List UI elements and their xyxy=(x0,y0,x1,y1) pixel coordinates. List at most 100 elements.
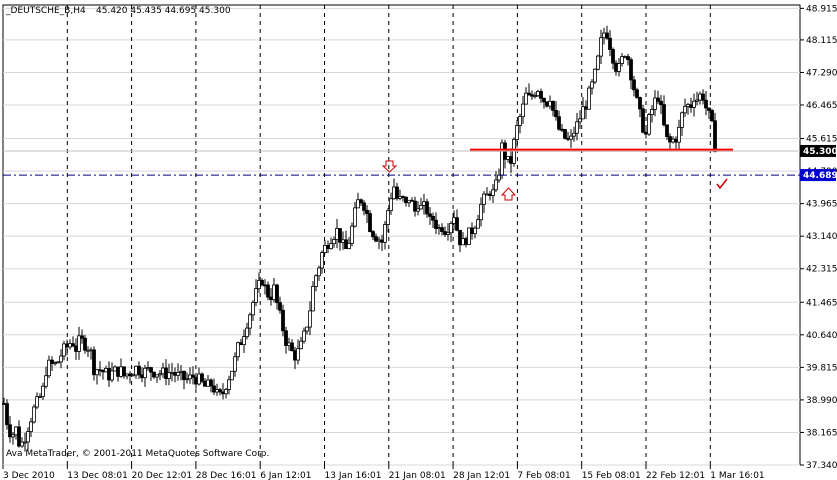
candle-body xyxy=(548,100,552,107)
candle-body xyxy=(113,366,117,372)
candle-body xyxy=(461,238,465,246)
y-tick-label: 43.965 xyxy=(806,200,837,210)
candle-body xyxy=(158,373,162,376)
x-tick-label: 6 Jan 12:01 xyxy=(260,471,311,480)
candle-body xyxy=(671,138,675,143)
candle-body xyxy=(662,104,666,126)
candle-body xyxy=(302,330,306,342)
y-tick-label: 46.465 xyxy=(806,101,837,111)
candle-body xyxy=(185,378,189,381)
y-tick-label: 39.815 xyxy=(806,363,837,373)
candle-body xyxy=(164,367,168,380)
bid-price-tag-label: 44.689 xyxy=(803,171,837,181)
candle-body xyxy=(275,284,279,304)
candle-body xyxy=(5,403,9,426)
candle-body xyxy=(686,104,690,107)
candle-body xyxy=(632,79,636,91)
candle-body xyxy=(137,365,141,376)
candle-body xyxy=(38,396,42,398)
candle-body xyxy=(200,373,204,382)
current-price-tag-label: 45.300 xyxy=(803,147,837,157)
candle-body xyxy=(509,156,513,164)
candle-body xyxy=(491,189,495,196)
candle-body xyxy=(407,199,411,204)
candle-body xyxy=(443,231,447,235)
candle-body xyxy=(203,380,207,387)
candle-body xyxy=(284,330,288,346)
candle-body xyxy=(470,227,474,235)
candle-body xyxy=(260,280,264,286)
candle-body xyxy=(515,125,519,140)
candle-body xyxy=(329,243,333,250)
candle-body xyxy=(554,109,558,118)
candle-body xyxy=(71,343,75,347)
candle-body xyxy=(167,372,171,380)
candle-body xyxy=(209,379,213,387)
candle-body xyxy=(617,63,621,72)
candle-body xyxy=(626,56,630,61)
candle-body xyxy=(89,349,93,352)
x-tick-label: 7 Feb 08:01 xyxy=(517,471,570,480)
candle-body xyxy=(353,207,357,227)
candle-body xyxy=(452,217,456,224)
plot-frame xyxy=(2,4,801,466)
time-axis: 3 Dec 2010 13 Dec 08:01 20 Dec 12:01 28 Dec… xyxy=(2,465,765,480)
candle-body xyxy=(56,361,60,364)
price-axis: 48.91548.11547.29046.46545.61544.79043.9… xyxy=(800,4,837,471)
candle-body xyxy=(179,370,183,373)
candle-body xyxy=(638,97,642,110)
candle-body xyxy=(104,367,108,373)
candle-body xyxy=(494,179,498,191)
candle-body xyxy=(344,239,348,250)
candle-body xyxy=(590,81,594,89)
candle-body xyxy=(29,421,33,432)
x-tick-label: 3 Dec 2010 xyxy=(3,471,55,480)
candle-body xyxy=(17,426,21,447)
candle-body xyxy=(707,107,711,111)
candle-body xyxy=(272,284,276,301)
candle-body xyxy=(122,366,126,377)
candle-body xyxy=(77,335,81,352)
candle-body xyxy=(668,136,672,143)
x-tick-label: 15 Feb 08:01 xyxy=(582,471,641,480)
ohlc-values: 45.420 45.435 44.695 45.300 xyxy=(96,6,231,16)
candle-body xyxy=(698,93,702,101)
candle-body xyxy=(689,104,693,108)
candle-body xyxy=(428,213,432,217)
candle-body xyxy=(560,128,564,131)
chart-grid xyxy=(2,4,801,466)
candle-body xyxy=(356,199,360,209)
candle-body xyxy=(368,213,372,232)
candle-body xyxy=(599,37,603,57)
candle-body xyxy=(125,373,129,377)
candle-body xyxy=(248,314,252,329)
candle-body xyxy=(338,228,342,243)
candle-body xyxy=(458,229,462,246)
candle-body xyxy=(665,124,669,138)
candle-body xyxy=(215,389,219,393)
candle-body xyxy=(32,406,36,423)
candle-body xyxy=(446,232,450,235)
candle-body xyxy=(218,389,222,393)
candle-body xyxy=(290,342,294,352)
candle-body xyxy=(572,132,576,137)
candle-body xyxy=(575,121,579,134)
candle-body xyxy=(650,109,654,115)
candle-body xyxy=(14,426,18,436)
candle-body xyxy=(242,336,246,346)
candle-body xyxy=(587,87,591,110)
candle-body xyxy=(20,441,24,447)
y-tick-label: 41.465 xyxy=(806,298,837,308)
candle-body xyxy=(98,369,102,372)
candle-body xyxy=(23,441,27,444)
candle-body xyxy=(530,94,534,97)
candle-body xyxy=(620,56,624,64)
candle-body xyxy=(239,342,243,346)
candle-body xyxy=(659,100,663,105)
candle-body xyxy=(551,100,555,111)
candle-body xyxy=(518,116,522,126)
candle-body xyxy=(545,101,549,107)
y-tick-label: 37.340 xyxy=(806,461,837,471)
candle-body xyxy=(365,209,369,215)
candle-body xyxy=(308,310,312,328)
